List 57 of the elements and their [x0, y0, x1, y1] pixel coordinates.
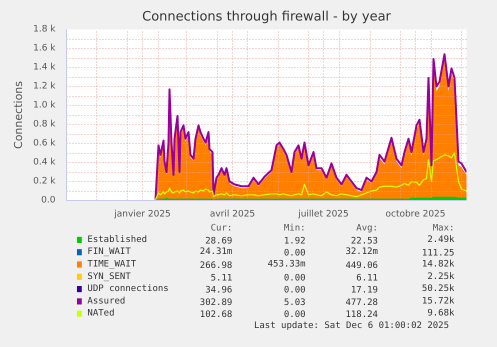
text: Max: [432, 224, 454, 234]
text: Last update: Sat Dec 6 01:00:02 2025 [254, 320, 450, 331]
text: Avg: [356, 224, 378, 234]
x-tick-label: janvier 2025 [113, 210, 171, 220]
legend-label: Established [87, 234, 148, 245]
legend-label: UDP connections [87, 284, 169, 294]
text: 15.72k [422, 296, 456, 306]
legend-label: FIN_WAIT [87, 247, 132, 258]
x-tick-label: octobre 2025 [385, 210, 446, 220]
text: 17.19 [350, 286, 378, 296]
y-tick-label: 1.2 k [33, 82, 56, 92]
legend-label: SYN_SENT [87, 272, 132, 282]
text: 32.12m [345, 247, 378, 258]
text: 1.92 [284, 236, 306, 246]
legend-label: NATed [87, 308, 115, 319]
text: 22.53 [350, 236, 378, 246]
chart-title: Connections through firewall - by year [142, 10, 392, 24]
y-tick-label: 1.0 k [33, 100, 56, 110]
text: 9.68k [427, 308, 456, 319]
text: 0.00 [284, 310, 306, 320]
legend-label: Assured [87, 296, 126, 306]
x-tick-label: juillet 2025 [297, 210, 349, 220]
legend-label: TIME_WAIT [87, 260, 137, 270]
y-tick-label: 1.6 k [33, 44, 56, 54]
text: Cur: [210, 224, 232, 234]
text: 2.49k [427, 234, 456, 245]
text: 2.25k [427, 272, 456, 282]
text: 477.28 [345, 298, 378, 308]
text: 5.11 [210, 273, 232, 284]
text: 14.82k [422, 260, 456, 270]
text: 6.11 [356, 273, 378, 284]
y-tick-label: 1.8 k [33, 24, 56, 34]
y-tick-label: 0.0 [41, 196, 56, 206]
text: 24.31m [200, 247, 232, 258]
y-tick-label: 0.8 k [33, 120, 56, 130]
text: 449.06 [345, 261, 378, 272]
text: 0.00 [284, 273, 306, 284]
text: 111.25 [422, 248, 454, 259]
text: 302.89 [200, 298, 232, 308]
text: 266.98 [200, 261, 232, 272]
text: 118.24 [345, 310, 378, 320]
y-axis-title: Connections [12, 80, 26, 149]
text: 453.33m [268, 260, 306, 270]
text: 102.68 [200, 310, 232, 320]
text: 50.25k [422, 284, 456, 294]
text: 0.00 [284, 286, 306, 296]
y-tick-label: 0.6 k [33, 138, 56, 148]
x-tick-label: avril 2025 [210, 210, 256, 220]
text: Min: [284, 224, 306, 234]
text: 5.03 [284, 298, 306, 308]
y-tick-label: 0.4 k [33, 158, 56, 168]
line-series [154, 152, 466, 200]
y-tick-label: 1.4 k [33, 62, 56, 72]
y-tick-label: 0.2 k [33, 176, 56, 186]
text: 0.00 [284, 248, 306, 259]
text: 28.69 [205, 236, 232, 246]
text: 34.96 [205, 286, 232, 296]
